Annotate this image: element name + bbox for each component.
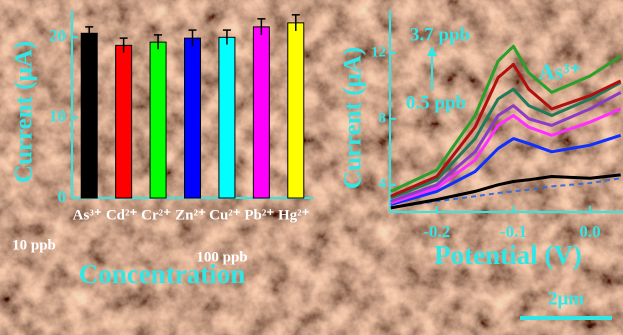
annotation: 10 ppb [12, 237, 56, 253]
y-axis-label: Current (μA) [340, 47, 367, 189]
x-tick-label: Zn²⁺ [175, 207, 206, 223]
y-axis-label: Current (μA) [11, 41, 38, 183]
scale-bar-label: 2μm [548, 288, 584, 309]
annotation: 0.5 ppb [406, 92, 466, 113]
x-axis-label: Potential (V) [434, 240, 582, 270]
y-tick-label: 10 [49, 107, 66, 126]
x-tick-label: Hg²⁺ [278, 207, 310, 223]
y-tick-label: 8 [379, 110, 387, 126]
x-tick-label: Pb²⁺ [244, 207, 274, 223]
bar [116, 45, 132, 198]
bar [81, 33, 97, 198]
x-tick-label: Cr²⁺ [141, 207, 171, 223]
bar [253, 27, 269, 198]
y-tick-label: 20 [49, 26, 66, 45]
x-tick-label: Cd²⁺ [106, 207, 138, 223]
x-tick-label: 0.0 [579, 222, 600, 241]
page: 2μm 01020As³⁺Cd²⁺Cr²⁺Zn²⁺Cu²⁺Pb²⁺Hg²⁺Cur… [0, 0, 623, 335]
figure: 2μm 01020As³⁺Cd²⁺Cr²⁺Zn²⁺Cu²⁺Pb²⁺Hg²⁺Cur… [0, 0, 623, 335]
y-tick-label: 12 [371, 44, 386, 60]
annotation: As³⁺ [539, 59, 582, 84]
annotation: 100 ppb [196, 249, 247, 265]
x-tick-label: As³⁺ [73, 207, 102, 223]
bar [185, 38, 201, 198]
y-tick-label: 0 [58, 187, 67, 206]
bar [288, 23, 304, 198]
bar [219, 37, 235, 198]
annotation: 3.7 ppb [410, 24, 470, 45]
x-tick-label: -0.1 [500, 222, 527, 241]
x-tick-label: Cu²⁺ [209, 207, 241, 223]
y-tick-label: 4 [379, 176, 387, 192]
bar [150, 42, 166, 198]
x-tick-label: -0.2 [423, 222, 450, 241]
